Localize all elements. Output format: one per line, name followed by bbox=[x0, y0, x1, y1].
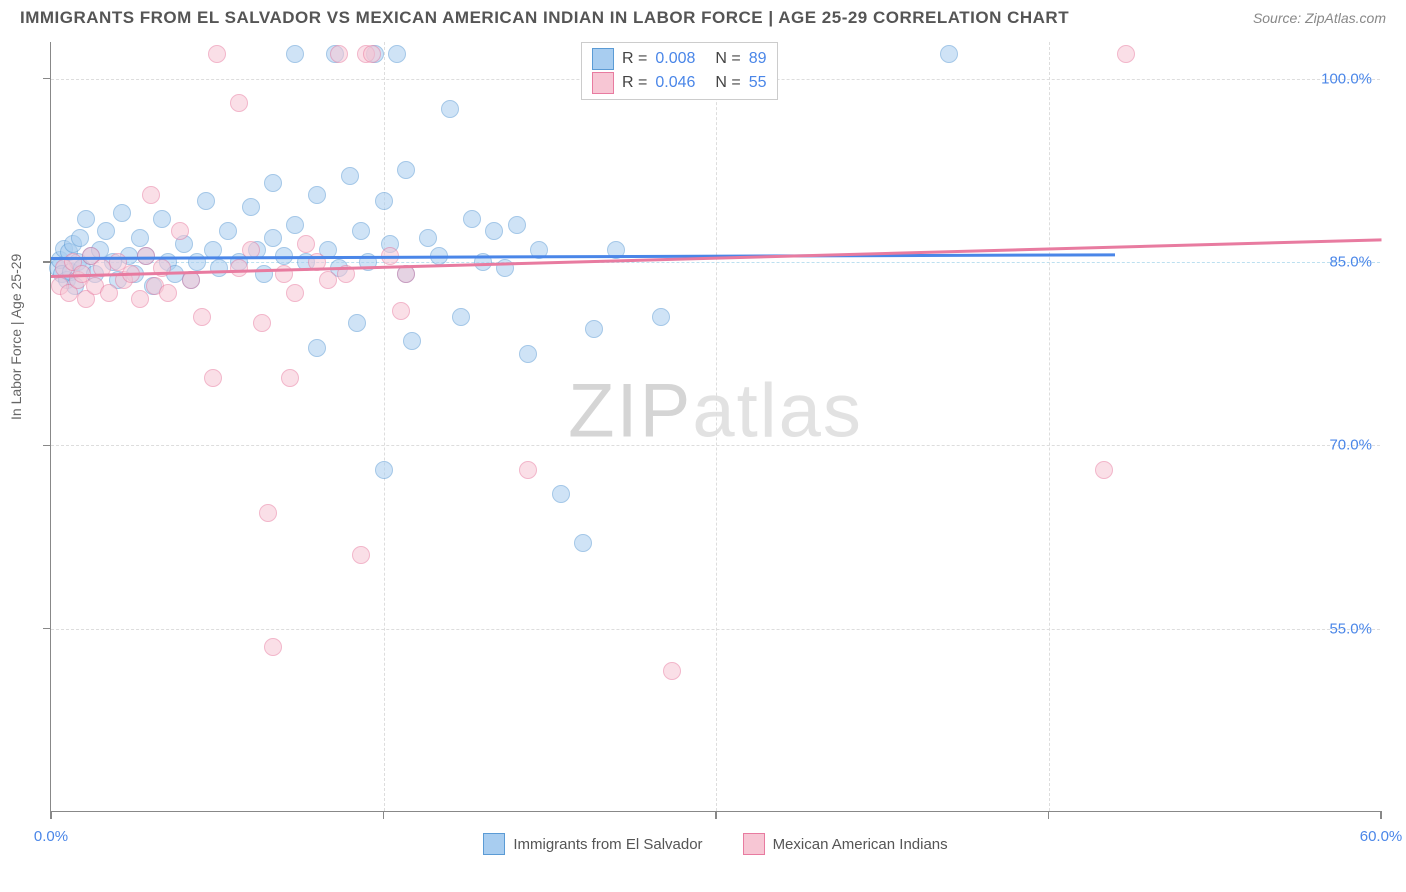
scatter-point bbox=[388, 45, 406, 63]
series-legend: Immigrants from El Salvador Mexican Amer… bbox=[51, 833, 1380, 855]
scatter-point bbox=[397, 265, 415, 283]
xtick-label: 60.0% bbox=[1360, 828, 1403, 845]
legend-item-0: Immigrants from El Salvador bbox=[483, 833, 702, 855]
scatter-point bbox=[403, 332, 421, 350]
scatter-point bbox=[193, 308, 211, 326]
legend-swatch-0 bbox=[592, 48, 614, 70]
scatter-point bbox=[230, 259, 248, 277]
scatter-point bbox=[204, 369, 222, 387]
ytick-label: 55.0% bbox=[1329, 620, 1372, 637]
scatter-point bbox=[71, 229, 89, 247]
scatter-point bbox=[286, 284, 304, 302]
scatter-point bbox=[230, 94, 248, 112]
scatter-point bbox=[281, 369, 299, 387]
scatter-point bbox=[348, 314, 366, 332]
r-value-0: 0.008 bbox=[655, 50, 695, 68]
scatter-point bbox=[319, 271, 337, 289]
scatter-point bbox=[341, 167, 359, 185]
gridline-v bbox=[716, 42, 717, 811]
scatter-point bbox=[485, 222, 503, 240]
scatter-point bbox=[242, 198, 260, 216]
scatter-point bbox=[253, 314, 271, 332]
legend-row-series-1: R = 0.046 N = 55 bbox=[592, 71, 767, 95]
scatter-point bbox=[940, 45, 958, 63]
scatter-point bbox=[208, 45, 226, 63]
scatter-point bbox=[463, 210, 481, 228]
scatter-point bbox=[100, 284, 118, 302]
source-attribution: Source: ZipAtlas.com bbox=[1253, 10, 1386, 26]
ytick-label: 100.0% bbox=[1321, 70, 1372, 87]
scatter-point bbox=[519, 345, 537, 363]
legend-label-0: Immigrants from El Salvador bbox=[513, 836, 702, 853]
scatter-point bbox=[142, 186, 160, 204]
scatter-point bbox=[585, 320, 603, 338]
legend-row-series-0: R = 0.008 N = 89 bbox=[592, 47, 767, 71]
legend-swatch-bottom-1 bbox=[743, 833, 765, 855]
scatter-point bbox=[574, 534, 592, 552]
scatter-point bbox=[508, 216, 526, 234]
n-value-0: 89 bbox=[749, 50, 767, 68]
scatter-point bbox=[259, 504, 277, 522]
scatter-point bbox=[210, 259, 228, 277]
scatter-point bbox=[153, 210, 171, 228]
scatter-point bbox=[131, 229, 149, 247]
scatter-point bbox=[171, 222, 189, 240]
scatter-point bbox=[182, 271, 200, 289]
correlation-legend: R = 0.008 N = 89 R = 0.046 N = 55 bbox=[581, 42, 778, 100]
scatter-point bbox=[441, 100, 459, 118]
gridline-v bbox=[1049, 42, 1050, 811]
scatter-point bbox=[552, 485, 570, 503]
chart-header: IMMIGRANTS FROM EL SALVADOR VS MEXICAN A… bbox=[0, 0, 1406, 32]
scatter-point bbox=[219, 222, 237, 240]
scatter-point bbox=[131, 290, 149, 308]
scatter-point bbox=[330, 45, 348, 63]
scatter-point bbox=[375, 461, 393, 479]
scatter-point bbox=[375, 192, 393, 210]
scatter-point bbox=[392, 302, 410, 320]
scatter-point bbox=[452, 308, 470, 326]
legend-item-1: Mexican American Indians bbox=[743, 833, 948, 855]
scatter-point bbox=[363, 45, 381, 63]
r-value-1: 0.046 bbox=[655, 74, 695, 92]
scatter-point bbox=[286, 216, 304, 234]
scatter-point bbox=[1117, 45, 1135, 63]
legend-swatch-1 bbox=[592, 72, 614, 94]
scatter-point bbox=[297, 235, 315, 253]
scatter-point bbox=[113, 204, 131, 222]
scatter-point bbox=[308, 186, 326, 204]
scatter-point bbox=[159, 284, 177, 302]
y-axis-label: In Labor Force | Age 25-29 bbox=[8, 254, 24, 420]
scatter-point bbox=[1095, 461, 1113, 479]
scatter-point bbox=[397, 161, 415, 179]
scatter-point bbox=[286, 45, 304, 63]
scatter-point bbox=[264, 174, 282, 192]
scatter-plot-area: ZIPatlas 55.0%70.0%85.0%100.0%0.0%60.0% … bbox=[50, 42, 1380, 812]
chart-title: IMMIGRANTS FROM EL SALVADOR VS MEXICAN A… bbox=[20, 8, 1069, 28]
n-value-1: 55 bbox=[749, 74, 767, 92]
scatter-point bbox=[97, 222, 115, 240]
scatter-point bbox=[77, 210, 95, 228]
scatter-point bbox=[255, 265, 273, 283]
scatter-point bbox=[264, 638, 282, 656]
scatter-point bbox=[352, 222, 370, 240]
scatter-point bbox=[419, 229, 437, 247]
legend-swatch-bottom-0 bbox=[483, 833, 505, 855]
xtick-label: 0.0% bbox=[34, 828, 68, 845]
legend-label-1: Mexican American Indians bbox=[773, 836, 948, 853]
scatter-point bbox=[197, 192, 215, 210]
ytick-label: 70.0% bbox=[1329, 437, 1372, 454]
scatter-point bbox=[352, 546, 370, 564]
scatter-point bbox=[663, 662, 681, 680]
ytick-label: 85.0% bbox=[1329, 254, 1372, 271]
scatter-point bbox=[519, 461, 537, 479]
scatter-point bbox=[264, 229, 282, 247]
scatter-point bbox=[652, 308, 670, 326]
gridline-v bbox=[384, 42, 385, 811]
scatter-point bbox=[308, 339, 326, 357]
